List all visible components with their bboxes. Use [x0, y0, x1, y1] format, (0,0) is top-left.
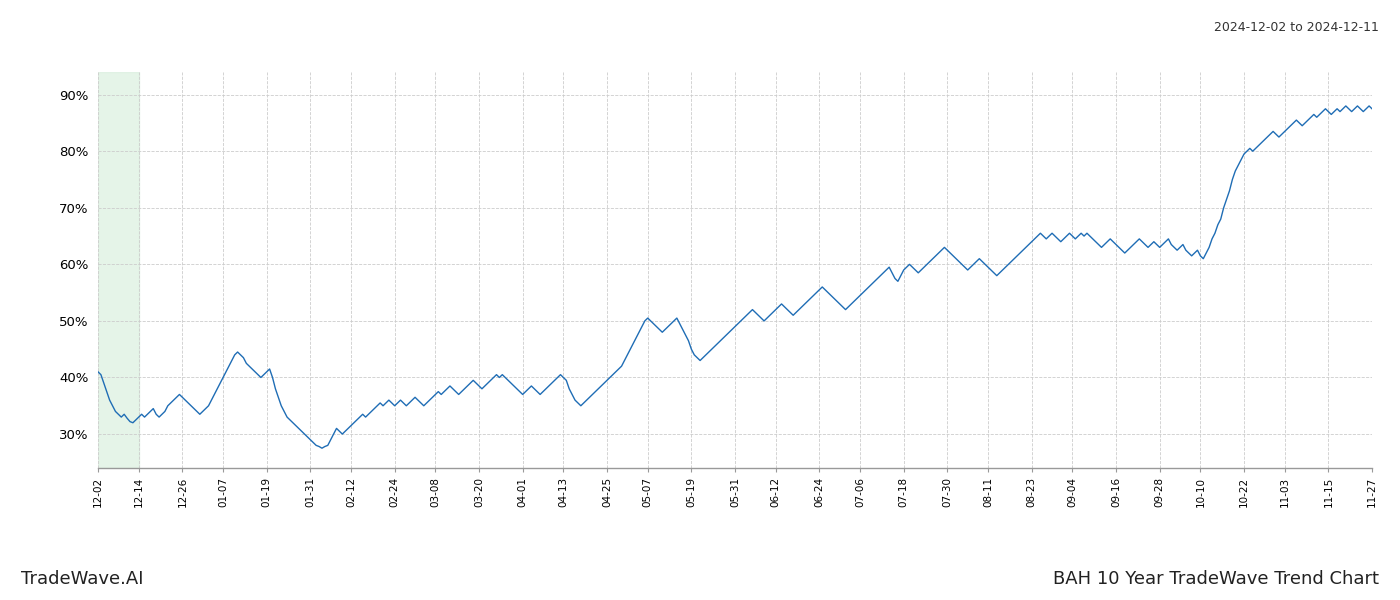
Bar [98, 72, 139, 468]
Text: 2024-12-02 to 2024-12-11: 2024-12-02 to 2024-12-11 [1214, 21, 1379, 34]
Text: BAH 10 Year TradeWave Trend Chart: BAH 10 Year TradeWave Trend Chart [1053, 570, 1379, 588]
Text: TradeWave.AI: TradeWave.AI [21, 570, 143, 588]
